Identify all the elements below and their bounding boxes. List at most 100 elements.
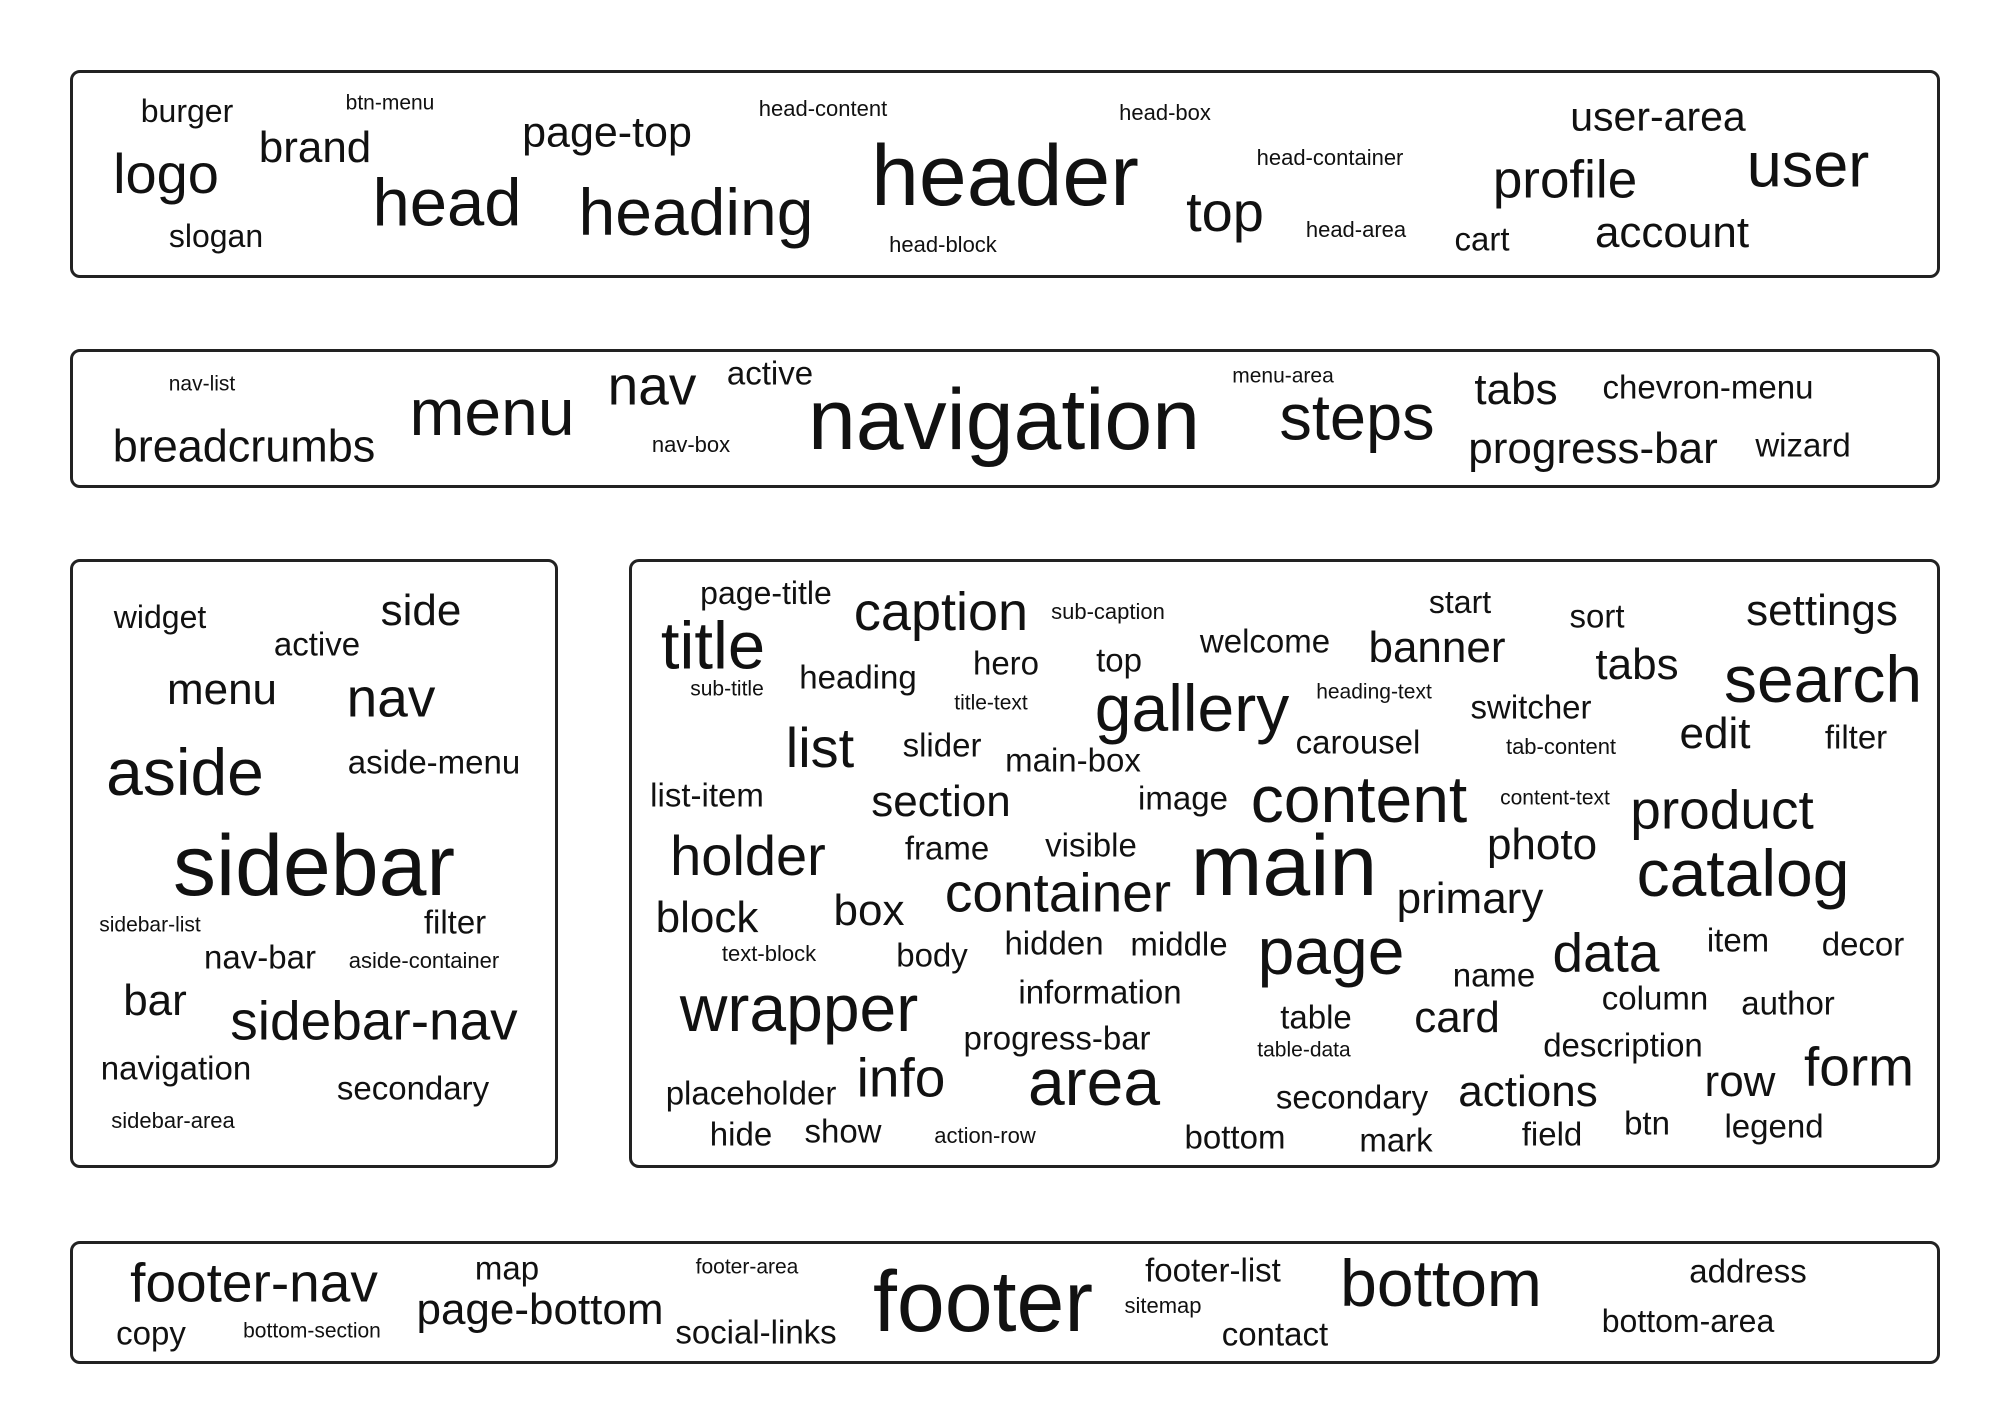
word-head-block: head-block — [889, 232, 997, 257]
word-sidebar: sidebar — [172, 818, 456, 914]
footer-region — [70, 1241, 1940, 1364]
word-nav-bar: nav-bar — [204, 938, 316, 976]
word-account: account — [1594, 208, 1750, 257]
word-burger: burger — [140, 93, 234, 129]
word-caption: caption — [853, 582, 1029, 642]
navigation-region — [70, 349, 1940, 488]
word-card: card — [1414, 993, 1500, 1042]
word-page-title: page-title — [700, 575, 832, 611]
word-logo: logo — [113, 142, 219, 205]
word-wizard: wizard — [1755, 426, 1851, 464]
word-product: product — [1630, 778, 1814, 841]
word-legend: legend — [1724, 1107, 1824, 1145]
word-copy: copy — [116, 1314, 186, 1352]
word-hidden: hidden — [1004, 924, 1104, 962]
word-page-top: page-top — [522, 108, 692, 157]
word-active: active — [726, 354, 814, 392]
word-aside-menu: aside-menu — [347, 743, 521, 781]
word-text-block: text-block — [721, 941, 817, 966]
word-bottom-area: bottom-area — [1601, 1303, 1775, 1339]
word-content: content — [1250, 762, 1468, 836]
sidebar-region — [70, 559, 558, 1168]
word-head: head — [372, 165, 522, 241]
word-aside-container: aside-container — [348, 948, 500, 973]
word-steps: steps — [1279, 380, 1435, 454]
word-welcome: welcome — [1199, 622, 1331, 660]
word-name: name — [1452, 956, 1536, 994]
word-bottom-section: bottom-section — [243, 1319, 381, 1343]
word-filter-main: filter — [1824, 718, 1888, 756]
word-chevron-menu: chevron-menu — [1602, 368, 1814, 406]
word-description: description — [1543, 1026, 1703, 1064]
word-side: side — [380, 586, 462, 635]
word-tabs: tabs — [1474, 365, 1558, 414]
word-progress-bar: progress-bar — [1468, 424, 1718, 473]
word-hero: hero — [972, 644, 1040, 682]
word-mark: mark — [1359, 1121, 1433, 1159]
word-bottom-main: bottom — [1184, 1118, 1286, 1156]
word-heading-text: heading-text — [1316, 680, 1432, 704]
word-area: area — [1027, 1045, 1161, 1119]
word-aside: aside — [106, 735, 264, 809]
word-data: data — [1552, 921, 1660, 984]
word-page-bottom: page-bottom — [416, 1285, 664, 1334]
word-title-text: title-text — [954, 691, 1028, 715]
word-actions: actions — [1458, 1067, 1598, 1116]
word-author: author — [1741, 984, 1835, 1022]
word-user: user — [1746, 130, 1870, 201]
word-slogan: slogan — [168, 218, 264, 254]
word-btn-menu: btn-menu — [345, 91, 435, 115]
word-photo: photo — [1486, 820, 1598, 869]
word-decor: decor — [1821, 925, 1905, 963]
word-table: table — [1280, 998, 1352, 1036]
word-main-box: main-box — [1005, 741, 1141, 779]
word-column: column — [1601, 979, 1709, 1017]
word-header: header — [871, 128, 1139, 224]
word-top-main: top — [1096, 641, 1142, 679]
word-slider: slider — [902, 726, 982, 764]
word-body: body — [896, 936, 968, 974]
word-settings: settings — [1746, 586, 1898, 635]
word-secondary-sidebar: secondary — [336, 1069, 490, 1107]
word-cart: cart — [1454, 220, 1510, 258]
word-primary: primary — [1396, 874, 1544, 923]
word-main: main — [1190, 818, 1378, 914]
word-banner: banner — [1368, 623, 1506, 672]
word-contact: contact — [1221, 1315, 1329, 1353]
word-widget: widget — [113, 599, 207, 635]
word-list-item: list-item — [650, 776, 764, 814]
word-image: image — [1138, 779, 1228, 817]
word-menu: menu — [409, 375, 575, 449]
word-title: title — [660, 608, 766, 684]
main-region — [629, 559, 1940, 1168]
word-filter-sidebar: filter — [423, 903, 487, 941]
word-top: top — [1186, 180, 1264, 243]
word-heading-main: heading — [799, 658, 917, 696]
word-sidebar-list: sidebar-list — [99, 913, 201, 937]
word-bottom-footer: bottom — [1340, 1246, 1542, 1320]
word-head-box: head-box — [1119, 100, 1211, 125]
word-placeholder: placeholder — [665, 1074, 837, 1112]
word-head-area: head-area — [1305, 217, 1407, 242]
word-search: search — [1723, 642, 1923, 716]
word-list: list — [785, 716, 855, 779]
word-frame: frame — [904, 829, 990, 867]
word-container: container — [944, 861, 1172, 924]
word-row: row — [1704, 1057, 1776, 1106]
word-sub-title: sub-title — [690, 677, 764, 701]
word-active-sidebar: active — [273, 625, 361, 663]
word-map: map — [474, 1249, 540, 1287]
word-profile: profile — [1492, 150, 1638, 210]
word-catalog: catalog — [1636, 836, 1850, 910]
word-block: block — [655, 893, 759, 942]
word-breadcrumbs: breadcrumbs — [112, 420, 376, 472]
word-sub-caption: sub-caption — [1051, 599, 1165, 624]
word-start: start — [1428, 584, 1492, 620]
word-table-data: table-data — [1257, 1038, 1351, 1062]
word-progress-bar-main: progress-bar — [963, 1019, 1151, 1057]
word-menu-sidebar: menu — [166, 665, 278, 714]
word-gallery: gallery — [1094, 671, 1290, 745]
word-tabs-main: tabs — [1595, 640, 1679, 689]
word-footer-nav: footer-nav — [130, 1251, 378, 1314]
word-footer-area: footer-area — [695, 1255, 799, 1279]
